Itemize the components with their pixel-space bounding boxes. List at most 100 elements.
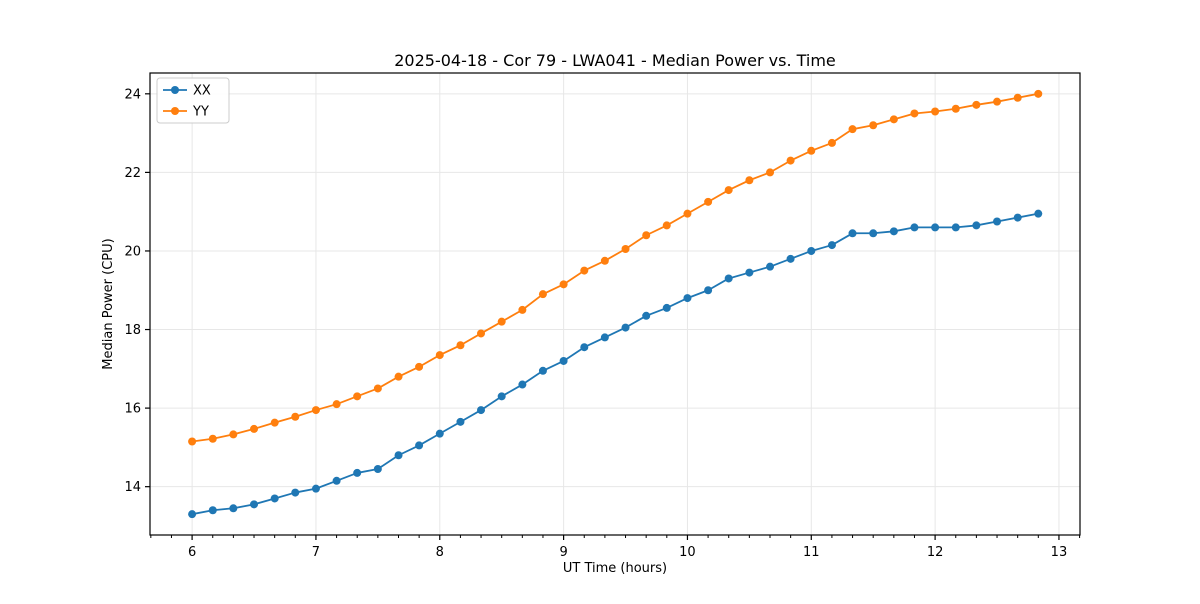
data-point-xx	[931, 223, 940, 232]
data-point-xx	[394, 451, 403, 460]
data-point-yy	[683, 209, 692, 218]
data-point-xx	[889, 227, 898, 236]
data-point-xx	[559, 356, 568, 365]
y-tick-label: 14	[124, 480, 141, 495]
data-point-xx	[683, 294, 692, 303]
data-point-yy	[972, 100, 981, 109]
y-tick-label: 18	[124, 323, 141, 338]
data-point-xx	[353, 468, 362, 477]
data-point-yy	[580, 266, 589, 275]
data-point-yy	[807, 146, 816, 155]
data-point-yy	[188, 437, 197, 446]
x-tick-label: 11	[803, 545, 820, 560]
data-point-xx	[910, 223, 919, 232]
data-point-xx	[642, 311, 651, 320]
data-point-xx	[972, 221, 981, 230]
x-tick-label: 12	[927, 545, 944, 560]
axes: 6 7 8 9 10 11 12 13 14 16 18 20 22 24	[124, 72, 1081, 560]
data-point-xx	[497, 392, 506, 401]
data-point-yy	[621, 245, 630, 253]
data-point-yy	[250, 424, 259, 433]
y-tick-label: 16	[124, 402, 141, 417]
x-axis-label: UT Time (hours)	[563, 561, 667, 576]
data-point-yy	[745, 176, 754, 185]
data-point-yy	[353, 392, 362, 401]
chart-title: 2025-04-18 - Cor 79 - LWA041 - Median Po…	[394, 51, 836, 70]
y-axis-label: Median Power (CPU)	[101, 238, 116, 369]
data-point-xx	[600, 333, 609, 342]
x-tick-label: 13	[1051, 545, 1068, 560]
data-point-yy	[332, 400, 341, 409]
plot-border	[149, 72, 1081, 536]
data-point-xx	[869, 229, 878, 238]
legend-sample-marker-xx	[171, 86, 179, 94]
data-point-yy	[889, 115, 898, 124]
data-point-yy	[786, 156, 795, 165]
data-point-xx	[848, 229, 857, 238]
data-point-yy	[518, 305, 527, 314]
data-point-xx	[807, 246, 816, 255]
data-point-yy	[311, 406, 320, 415]
data-point-yy	[559, 280, 568, 289]
legend: XX YY	[156, 77, 230, 124]
data-point-yy	[497, 317, 506, 326]
data-point-xx	[250, 500, 259, 509]
data-point-xx	[291, 488, 300, 497]
x-tick-label: 6	[188, 545, 196, 560]
data-point-xx	[621, 323, 630, 332]
data-point-xx	[1034, 209, 1043, 218]
data-point-yy	[394, 372, 403, 381]
legend-label-yy: YY	[192, 105, 209, 120]
data-point-xx	[456, 417, 465, 426]
y-tick-label: 22	[124, 166, 141, 181]
data-point-xx	[208, 506, 217, 515]
y-tick-label: 24	[124, 87, 141, 102]
data-point-xx	[724, 274, 733, 283]
data-point-yy	[931, 107, 940, 116]
data-point-yy	[1034, 89, 1043, 98]
legend-label-xx: XX	[193, 84, 211, 99]
data-point-xx	[435, 429, 444, 438]
data-point-yy	[951, 104, 960, 113]
data-point-yy	[456, 341, 465, 350]
data-series	[188, 89, 1043, 519]
data-point-xx	[188, 510, 197, 519]
data-point-xx	[229, 504, 238, 513]
data-point-yy	[1013, 93, 1022, 102]
data-point-yy	[229, 430, 238, 439]
data-point-yy	[373, 384, 382, 393]
data-point-yy	[848, 125, 857, 134]
x-tick-label: 8	[436, 545, 444, 560]
data-point-xx	[270, 494, 279, 503]
data-point-yy	[600, 256, 609, 265]
data-point-yy	[477, 329, 486, 338]
data-point-yy	[642, 231, 651, 240]
data-point-yy	[869, 121, 878, 130]
data-point-yy	[704, 197, 713, 206]
data-point-xx	[518, 380, 527, 389]
x-tick-label: 7	[312, 545, 320, 560]
data-point-xx	[951, 223, 960, 232]
data-point-xx	[993, 217, 1002, 226]
data-point-xx	[477, 406, 486, 415]
data-point-xx	[580, 343, 589, 352]
data-point-yy	[435, 351, 444, 360]
data-point-yy	[827, 138, 836, 147]
series-line-xx	[191, 212, 1039, 516]
data-point-xx	[786, 254, 795, 263]
data-point-xx	[538, 366, 547, 375]
x-tick-label: 10	[679, 545, 696, 560]
data-point-yy	[538, 290, 547, 299]
data-point-yy	[291, 412, 300, 421]
legend-sample-marker-yy	[171, 107, 179, 115]
data-point-yy	[270, 418, 279, 427]
gridlines	[150, 73, 1080, 535]
series-line-yy	[191, 92, 1039, 443]
data-point-xx	[827, 241, 836, 250]
data-point-xx	[1013, 213, 1022, 222]
data-point-xx	[415, 441, 424, 450]
data-point-xx	[766, 262, 775, 271]
data-point-yy	[724, 186, 733, 195]
data-point-yy	[993, 97, 1002, 106]
